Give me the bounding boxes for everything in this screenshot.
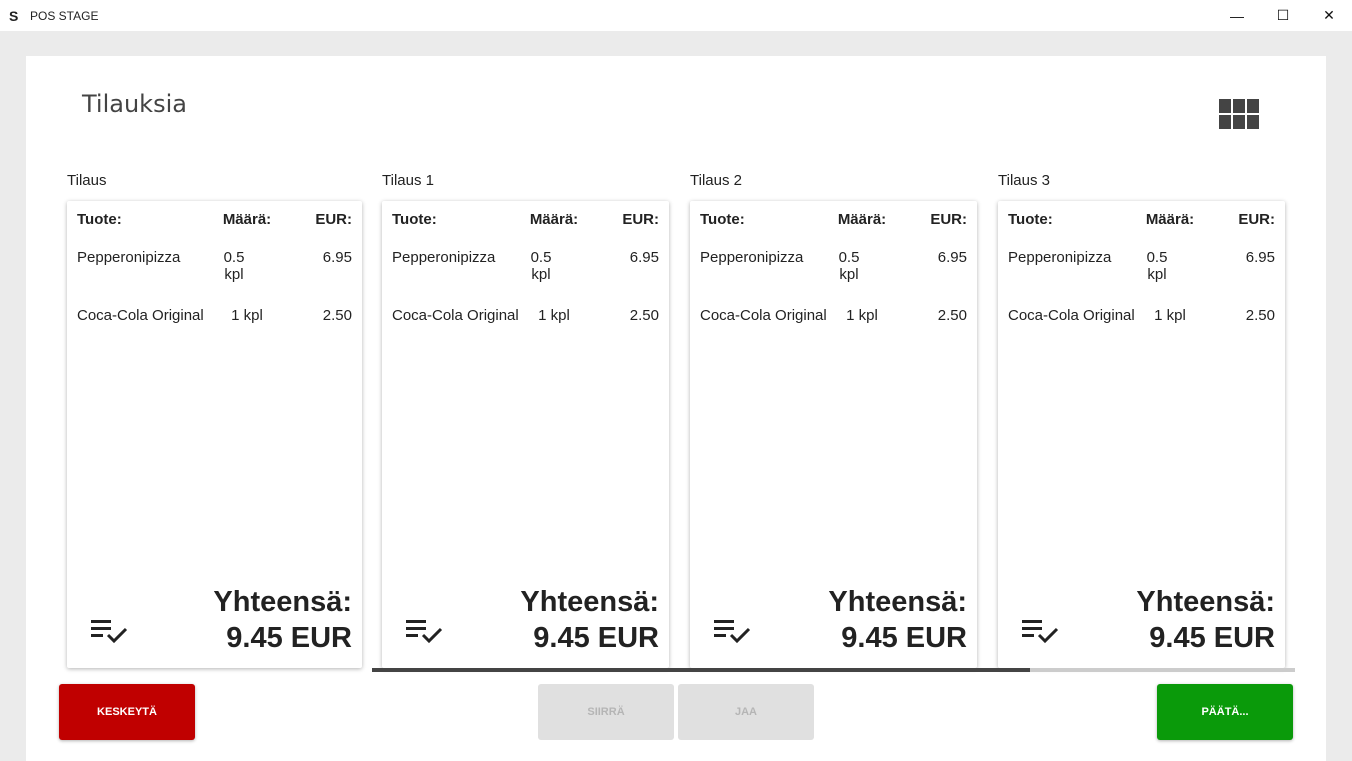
split-button[interactable]: JAA [678, 684, 814, 740]
total-label: Yhteensä: [1136, 586, 1275, 618]
header-price: EUR: [930, 211, 967, 228]
order-header-row: Tuote: Määrä: EUR: [392, 211, 659, 228]
order-label: Tilaus 1 [382, 172, 434, 189]
order-item-row[interactable]: Pepperonipizza 0.5 kpl 6.95 [392, 249, 659, 283]
header-product: Tuote: [77, 211, 122, 228]
page-title: Tilauksia [82, 90, 187, 118]
order-total: Yhteensä: 9.45 EUR [828, 584, 967, 656]
order-item-row[interactable]: Coca-Cola Original 1 kpl 2.50 [1008, 307, 1275, 324]
item-quantity: 1 kpl [231, 307, 263, 324]
total-label: Yhteensä: [520, 586, 659, 618]
playlist-check-icon[interactable] [91, 618, 129, 646]
scrollbar-thumb[interactable] [372, 668, 1030, 672]
header-product: Tuote: [1008, 211, 1053, 228]
item-quantity: 0.5 kpl [223, 249, 245, 283]
item-name: Pepperonipizza [77, 249, 181, 266]
order-item-row[interactable]: Coca-Cola Original 1 kpl 2.50 [392, 307, 659, 324]
total-label: Yhteensä: [213, 586, 352, 618]
item-price: 6.95 [322, 249, 352, 266]
cancel-button[interactable]: KESKEYTÄ [59, 684, 195, 740]
item-quantity: 0.5 kpl [530, 249, 552, 283]
header-quantity: Määrä: [1145, 211, 1195, 228]
total-value: 9.45 EUR [533, 622, 659, 654]
playlist-check-icon[interactable] [1022, 618, 1060, 646]
order-label: Tilaus 3 [998, 172, 1050, 189]
header-quantity: Määrä: [837, 211, 887, 228]
order-card[interactable]: Tuote: Määrä: EUR: Pepperonipizza 0.5 kp… [690, 201, 977, 668]
header-price: EUR: [1238, 211, 1275, 228]
item-price: 2.50 [322, 307, 352, 324]
close-button[interactable]: ✕ [1323, 7, 1335, 23]
item-quantity: 0.5 kpl [838, 249, 860, 283]
item-quantity: 1 kpl [538, 307, 570, 324]
header-product: Tuote: [392, 211, 437, 228]
total-value: 9.45 EUR [226, 622, 352, 654]
order-card[interactable]: Tuote: Määrä: EUR: Pepperonipizza 0.5 kp… [382, 201, 669, 668]
item-price: 6.95 [937, 249, 967, 266]
window-title: POS STAGE [30, 8, 99, 23]
app-logo-icon: S [9, 7, 19, 24]
item-price: 2.50 [937, 307, 967, 324]
order-item-row[interactable]: Coca-Cola Original 1 kpl 2.50 [700, 307, 967, 324]
order-label: Tilaus 2 [690, 172, 742, 189]
item-name: Pepperonipizza [700, 249, 804, 266]
total-label: Yhteensä: [828, 586, 967, 618]
item-name: Pepperonipizza [392, 249, 496, 266]
order-item-row[interactable]: Pepperonipizza 0.5 kpl 6.95 [77, 249, 352, 283]
order-header-row: Tuote: Määrä: EUR: [700, 211, 967, 228]
item-name: Coca-Cola Original [700, 307, 827, 324]
title-bar: S POS STAGE — ☐ ✕ [0, 0, 1352, 31]
minimize-button[interactable]: — [1230, 7, 1244, 24]
header-price: EUR: [622, 211, 659, 228]
item-name: Pepperonipizza [1008, 249, 1112, 266]
order-total: Yhteensä: 9.45 EUR [520, 584, 659, 656]
item-name: Coca-Cola Original [77, 307, 204, 324]
order-card[interactable]: Tuote: Määrä: EUR: Pepperonipizza 0.5 kp… [67, 201, 362, 668]
item-price: 2.50 [629, 307, 659, 324]
playlist-check-icon[interactable] [714, 618, 752, 646]
item-price: 6.95 [629, 249, 659, 266]
item-quantity: 0.5 kpl [1146, 249, 1168, 283]
total-value: 9.45 EUR [841, 622, 967, 654]
item-name: Coca-Cola Original [1008, 307, 1135, 324]
order-header-row: Tuote: Määrä: EUR: [1008, 211, 1275, 228]
header-quantity: Määrä: [529, 211, 579, 228]
move-button[interactable]: SIIRRÄ [538, 684, 674, 740]
header-product: Tuote: [700, 211, 745, 228]
playlist-check-icon[interactable] [406, 618, 444, 646]
item-quantity: 1 kpl [1154, 307, 1186, 324]
order-total: Yhteensä: 9.45 EUR [213, 584, 352, 656]
maximize-button[interactable]: ☐ [1276, 7, 1290, 23]
order-header-row: Tuote: Määrä: EUR: [77, 211, 352, 228]
order-item-row[interactable]: Coca-Cola Original 1 kpl 2.50 [77, 307, 352, 324]
order-label: Tilaus [67, 172, 107, 189]
order-item-row[interactable]: Pepperonipizza 0.5 kpl 6.95 [1008, 249, 1275, 283]
item-price: 2.50 [1245, 307, 1275, 324]
order-total: Yhteensä: 9.45 EUR [1136, 584, 1275, 656]
item-price: 6.95 [1245, 249, 1275, 266]
order-card[interactable]: Tuote: Määrä: EUR: Pepperonipizza 0.5 kp… [998, 201, 1285, 668]
order-item-row[interactable]: Pepperonipizza 0.5 kpl 6.95 [700, 249, 967, 283]
header-quantity: Määrä: [222, 211, 272, 228]
total-value: 9.45 EUR [1149, 622, 1275, 654]
header-price: EUR: [315, 211, 352, 228]
finish-button[interactable]: PÄÄTÄ... [1157, 684, 1293, 740]
item-quantity: 1 kpl [846, 307, 878, 324]
grid-view-icon[interactable] [1219, 99, 1259, 129]
item-name: Coca-Cola Original [392, 307, 519, 324]
horizontal-scrollbar[interactable] [372, 668, 1295, 672]
